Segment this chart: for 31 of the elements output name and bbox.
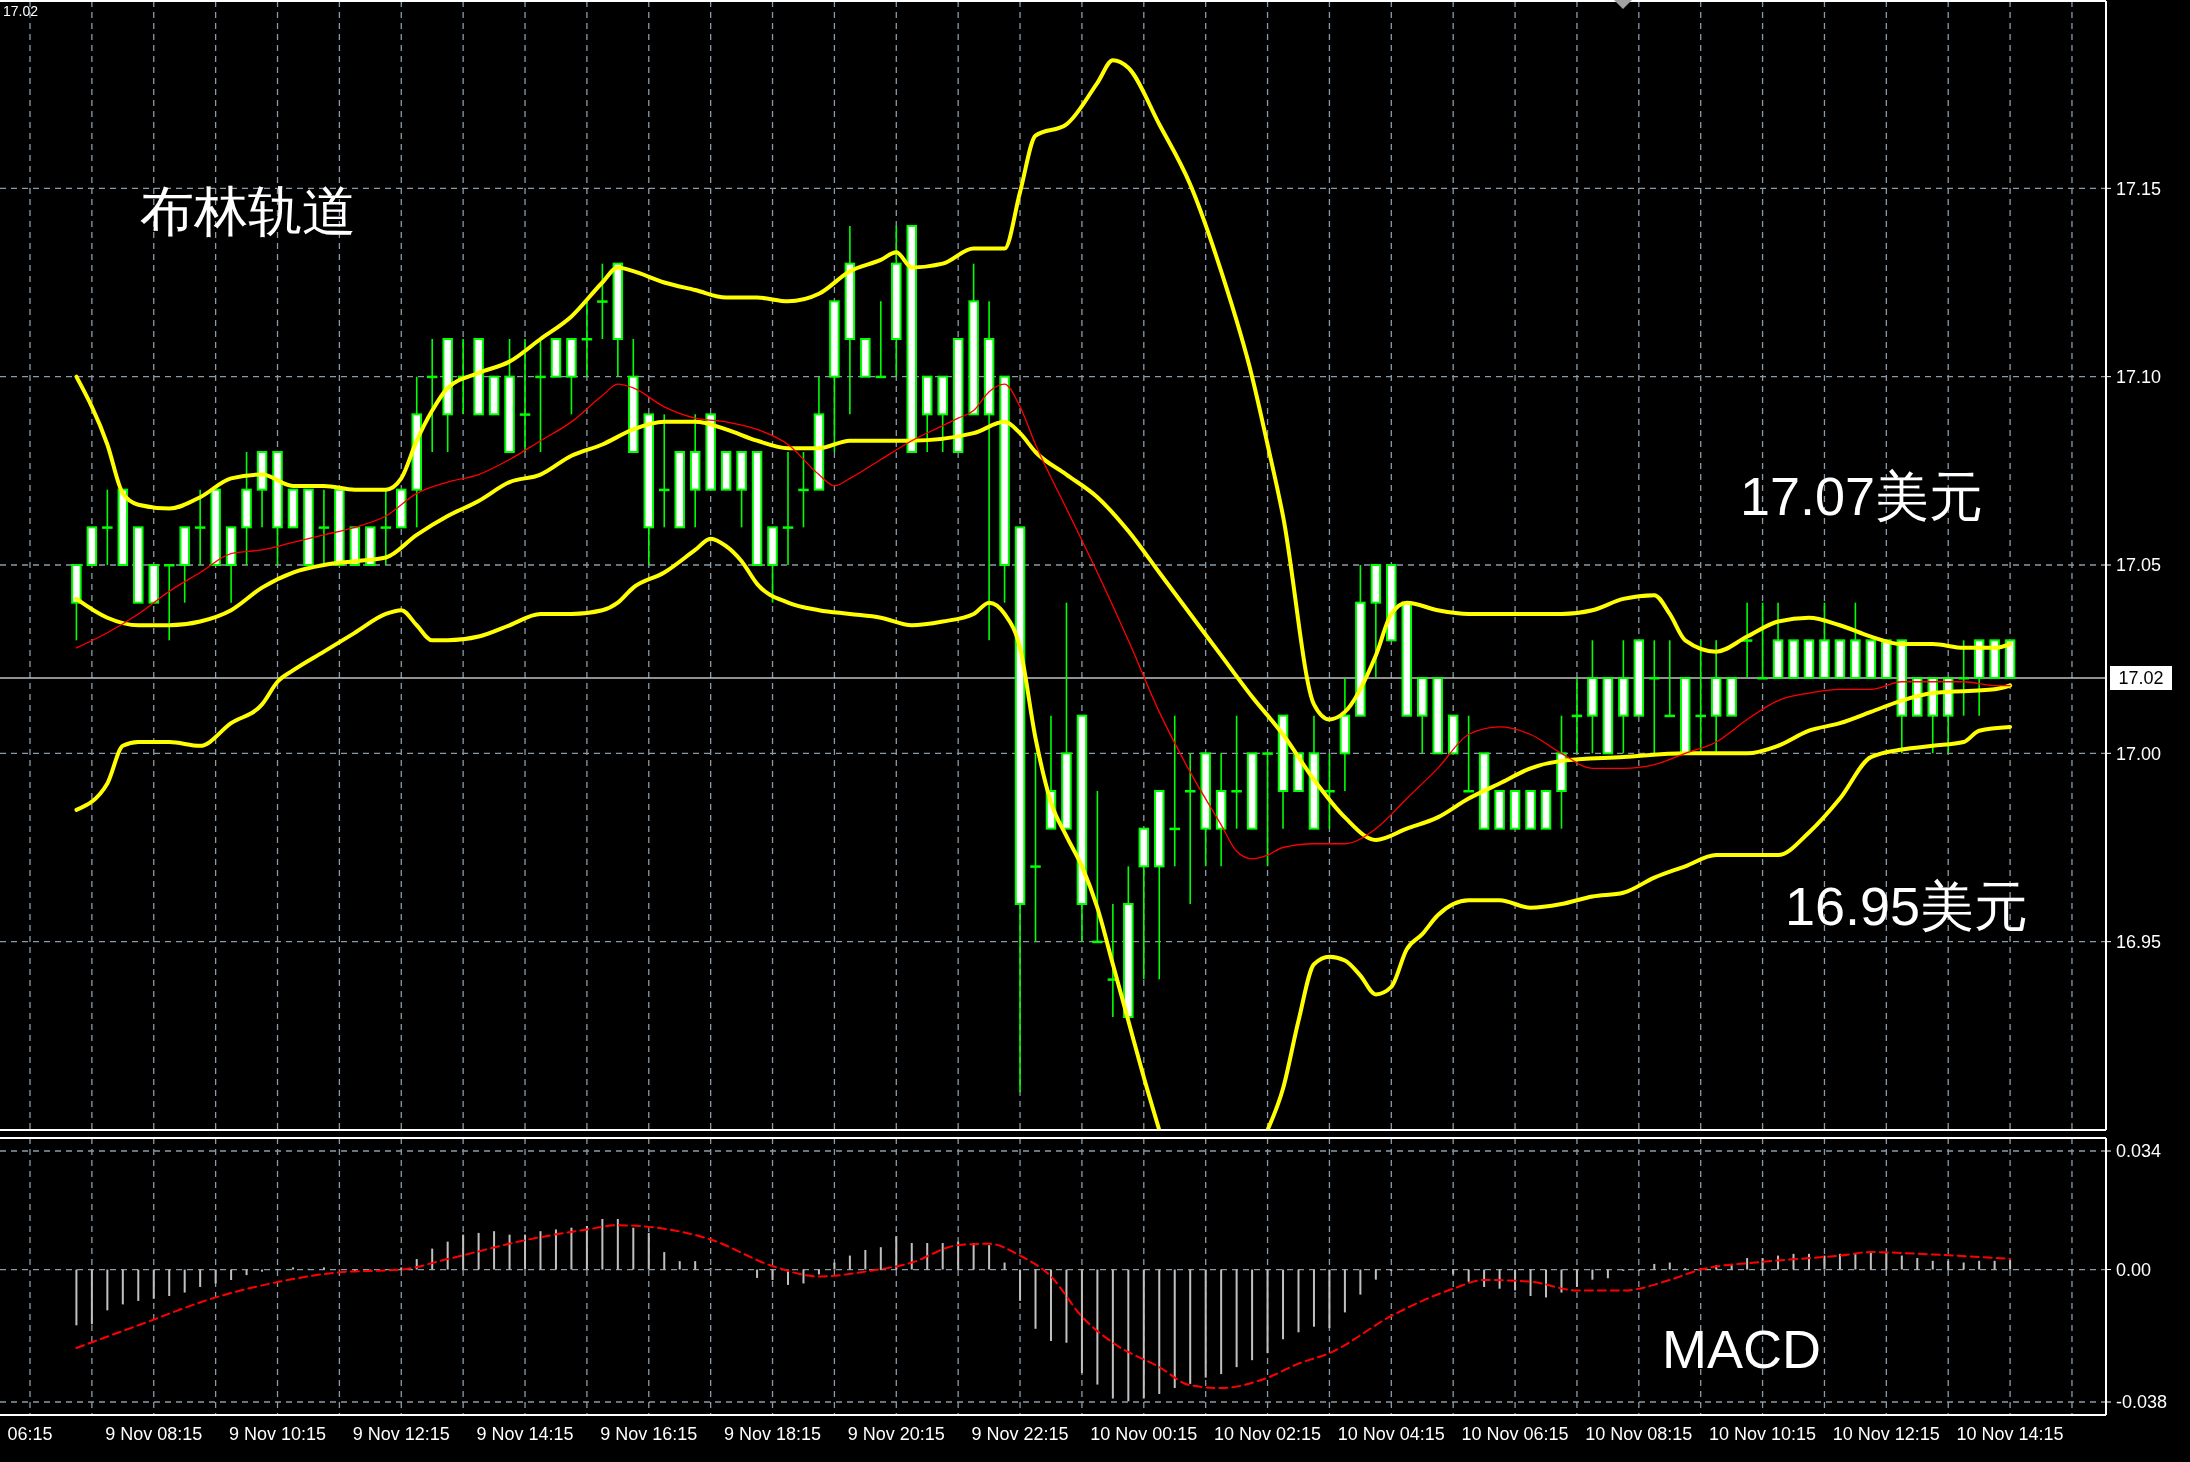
annotation: MACD (1662, 1319, 1821, 1379)
y-tick-label: 16.95 (2116, 931, 2162, 952)
annotation: 布林轨道 (140, 181, 356, 241)
y-tick-label: 17.15 (2116, 178, 2162, 199)
x-tick-label: 10 Nov 08:15 (1585, 1424, 1693, 1444)
x-tick-label: 9 Nov 18:15 (723, 1424, 822, 1444)
x-tick-label: 10 Nov 02:15 (1214, 1424, 1322, 1444)
x-tick-label: 9 Nov 22:15 (971, 1424, 1069, 1444)
y-tick-label: 17.00 (2116, 743, 2162, 764)
x-tick-label: 9 Nov 08:15 (105, 1424, 203, 1444)
x-tick-label: 06:15 (7, 1424, 53, 1444)
ref-line-label: 17.02 (2118, 668, 2164, 689)
x-tick-label: 9 Nov 16:15 (600, 1424, 698, 1444)
x-tick-label: 10 Nov 06:15 (1461, 1424, 1569, 1444)
x-tick-label: 10 Nov 10:15 (1709, 1424, 1817, 1444)
y-tick-label: -0.038 (2116, 1392, 2168, 1413)
x-tick-label: 9 Nov 12:15 (352, 1424, 450, 1444)
x-tick-label: 9 Nov 20:15 (847, 1424, 945, 1444)
y-tick-label: 0.00 (2116, 1259, 2152, 1280)
y-tick-label: 17.05 (2116, 555, 2162, 576)
x-tick-label: 10 Nov 00:15 (1090, 1424, 1198, 1444)
x-tick-label: 9 Nov 14:15 (476, 1424, 574, 1444)
x-tick-label: 10 Nov 12:15 (1832, 1424, 1940, 1444)
x-tick-label: 10 Nov 04:15 (1337, 1424, 1445, 1444)
annotation: 16.95美元 (1785, 876, 2029, 936)
x-tick-label: 10 Nov 14:15 (1956, 1424, 2064, 1444)
y-tick-label: 17.10 (2116, 366, 2162, 387)
annotation: 17.07美元 (1740, 466, 1984, 526)
y-tick-label: 0.034 (2116, 1141, 2162, 1162)
x-tick-label: 9 Nov 10:15 (228, 1424, 327, 1444)
annotation: 17.02 (3, 3, 39, 19)
